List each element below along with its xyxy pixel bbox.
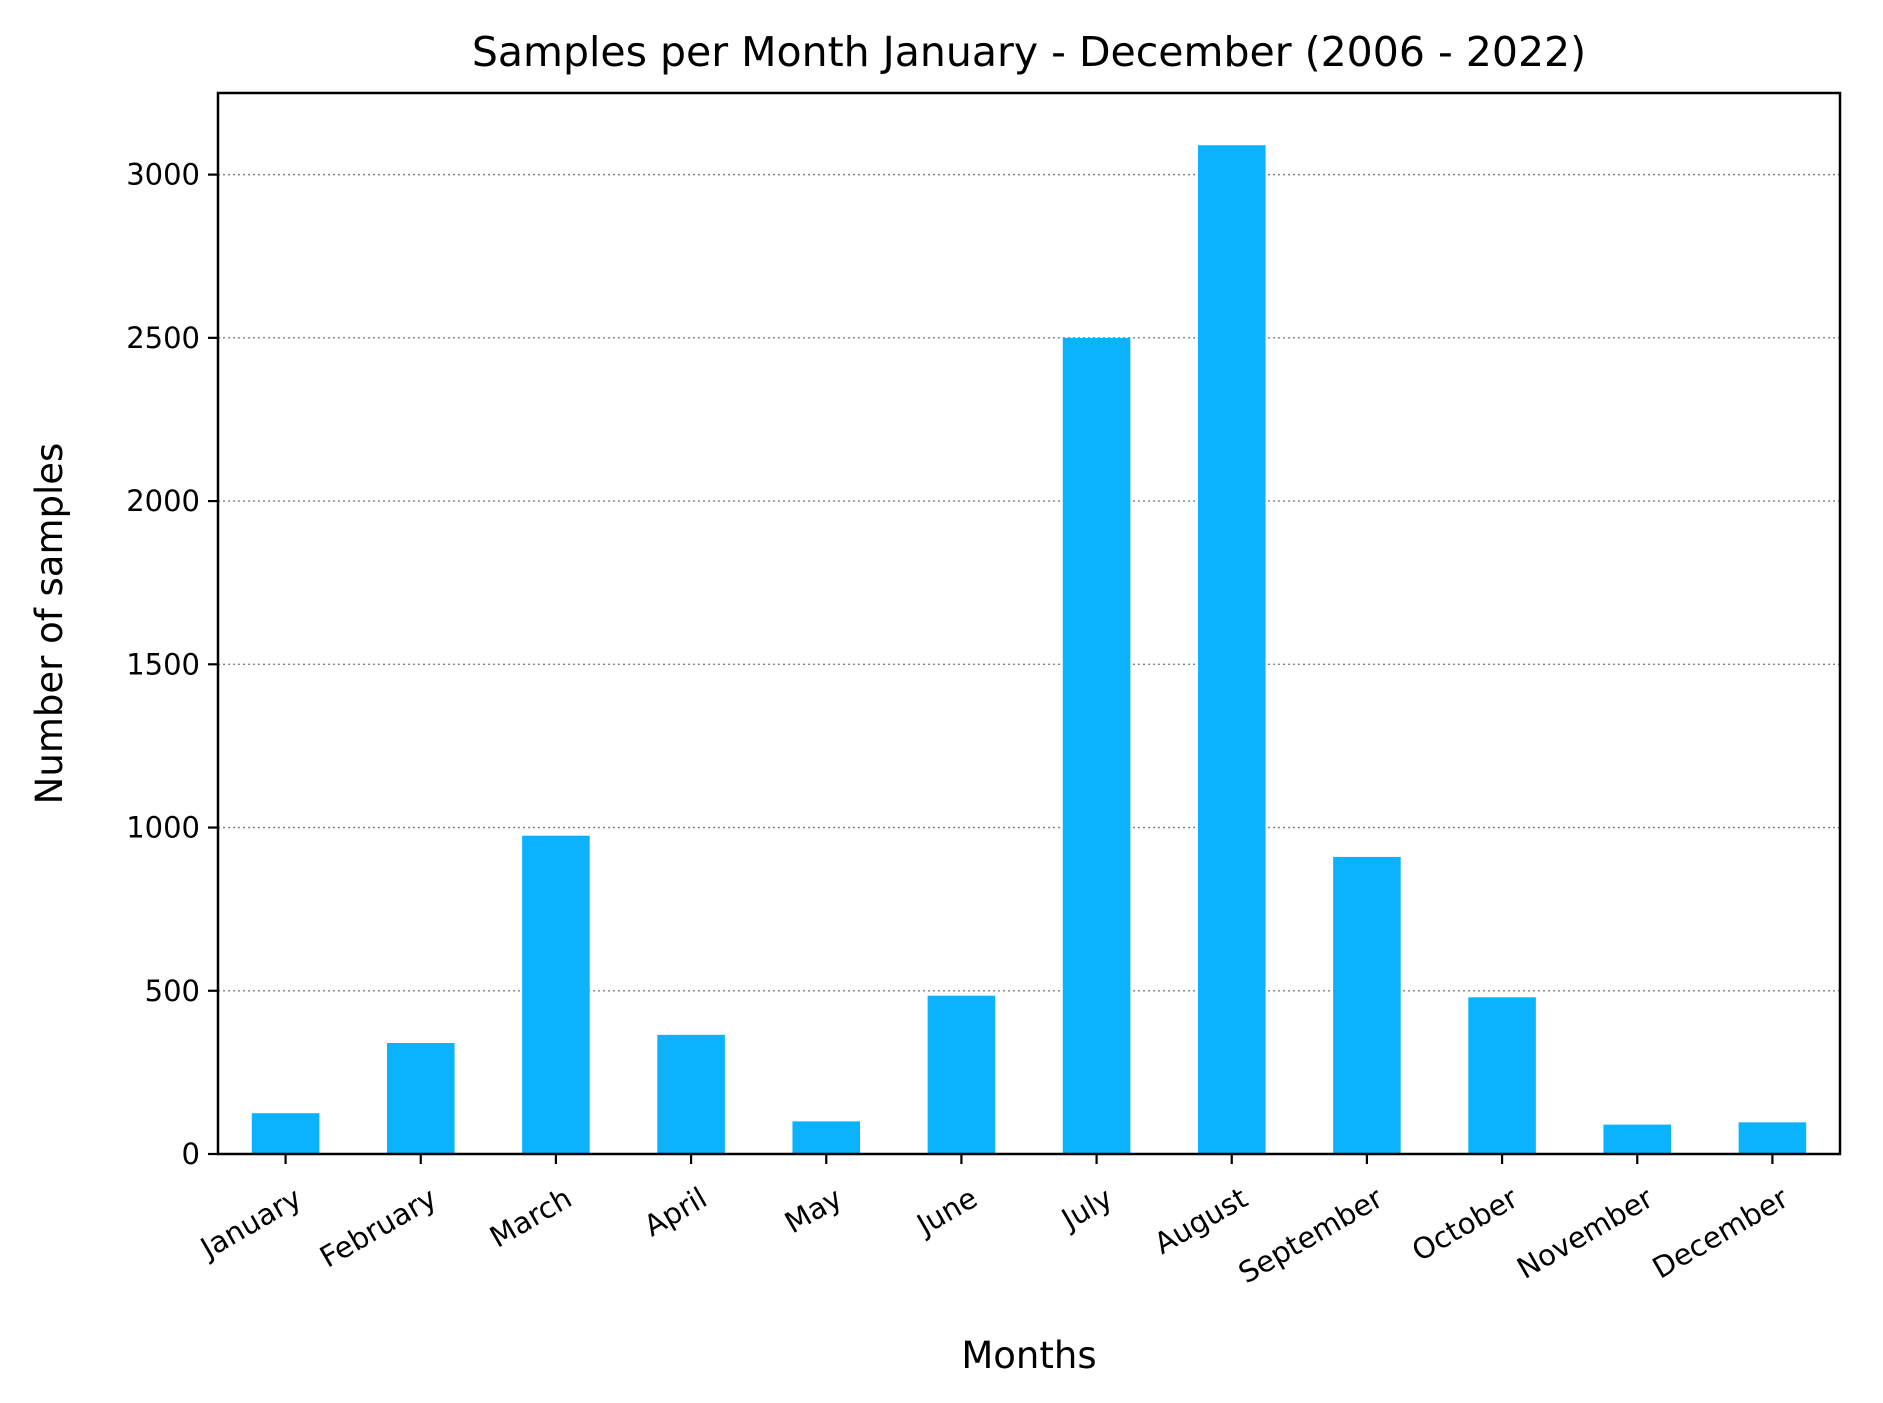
y-tick-label: 3000 — [126, 158, 200, 192]
bar-september — [1333, 856, 1401, 1154]
y-axis-ticks: 0 500 1000 1500 2000 2500 3000 — [126, 158, 218, 1171]
y-tick-label: 1500 — [126, 647, 200, 681]
y-tick-label: 1000 — [126, 811, 200, 845]
y-axis-title: Number of samples — [28, 443, 71, 805]
bar-april — [657, 1034, 725, 1154]
y-tick-label: 2000 — [126, 484, 200, 518]
x-axis-title: Months — [961, 1334, 1096, 1377]
chart-title: Samples per Month January - December (20… — [472, 28, 1586, 76]
bar-october — [1468, 997, 1536, 1154]
bars — [251, 145, 1807, 1155]
bar-november — [1603, 1124, 1672, 1154]
y-tick-label: 500 — [145, 974, 200, 1008]
bar-february — [386, 1043, 455, 1154]
gridlines — [218, 173, 1840, 992]
bar-december — [1738, 1122, 1807, 1154]
bar-june — [927, 995, 996, 1154]
bar-january — [251, 1113, 320, 1154]
bar-may — [792, 1121, 861, 1154]
bar-july — [1062, 337, 1131, 1154]
bar-august — [1197, 145, 1266, 1155]
bar-march — [522, 835, 590, 1154]
y-tick-label: 2500 — [126, 321, 200, 355]
plot-frame — [216, 91, 1842, 1156]
y-tick-label: 0 — [182, 1137, 200, 1171]
